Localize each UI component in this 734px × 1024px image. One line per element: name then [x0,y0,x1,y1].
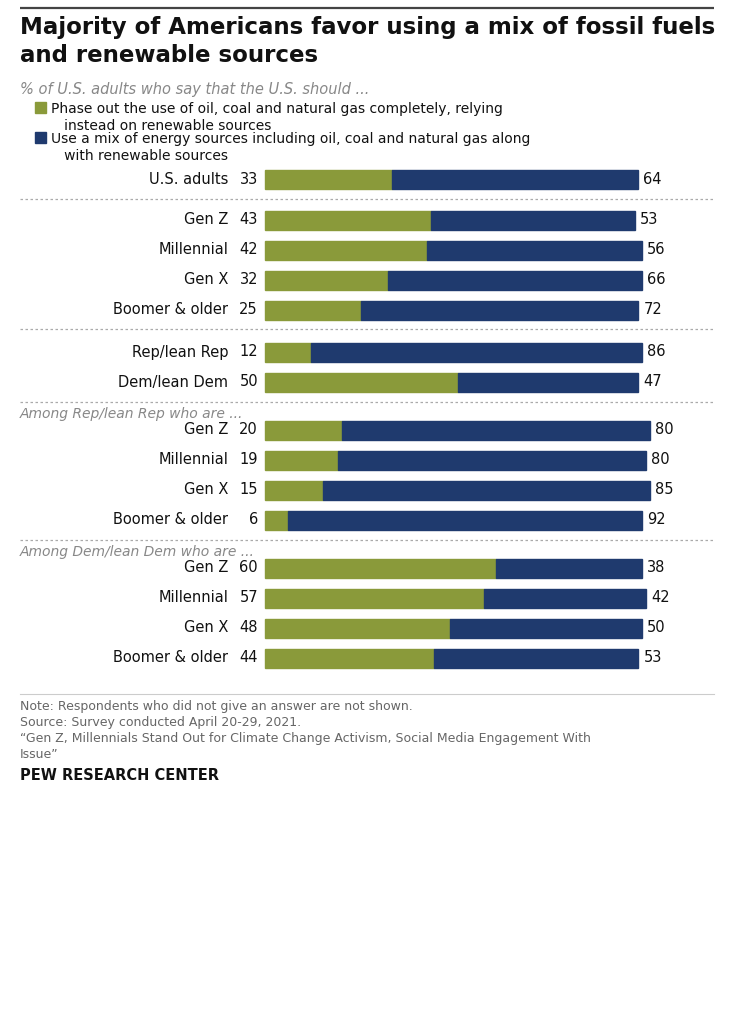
Text: Gen Z: Gen Z [184,423,228,437]
Text: 6: 6 [249,512,258,527]
Text: Phase out the use of oil, coal and natural gas completely, relying
   instead on: Phase out the use of oil, coal and natur… [51,102,503,133]
Text: 80: 80 [655,423,674,437]
Text: 53: 53 [644,650,662,666]
Text: Gen X: Gen X [184,272,228,288]
Text: 72: 72 [644,302,662,317]
Text: 43: 43 [239,213,258,227]
Bar [457,373,639,391]
Text: 25: 25 [239,302,258,317]
Text: PEW RESEARCH CENTER: PEW RESEARCH CENTER [20,768,219,783]
Bar [265,451,338,469]
Text: 85: 85 [655,482,674,498]
Text: % of U.S. adults who say that the U.S. should ...: % of U.S. adults who say that the U.S. s… [20,82,369,97]
Bar [496,558,642,578]
Bar [311,342,642,361]
Text: Boomer & older: Boomer & older [113,302,228,317]
Text: Gen X: Gen X [184,482,228,498]
Text: 47: 47 [644,375,662,389]
Text: 50: 50 [647,621,666,636]
Bar [450,618,642,638]
Bar [265,342,311,361]
Bar [265,211,431,229]
Bar [265,558,496,578]
Text: Gen X: Gen X [184,621,228,636]
Bar [265,511,288,529]
Text: 20: 20 [239,423,258,437]
Text: Majority of Americans favor using a mix of fossil fuels
and renewable sources: Majority of Americans favor using a mix … [20,16,715,67]
Bar [392,170,639,188]
Bar [388,270,642,290]
Text: Among Dem/lean Dem who are ...: Among Dem/lean Dem who are ... [20,545,255,559]
Bar [265,300,361,319]
Text: 50: 50 [239,375,258,389]
Bar [342,421,650,439]
Bar [288,511,642,529]
Bar [435,648,639,668]
Bar [265,270,388,290]
Text: 42: 42 [239,243,258,257]
Text: Millennial: Millennial [158,591,228,605]
Text: 80: 80 [651,453,669,468]
Text: Source: Survey conducted April 20-29, 2021.: Source: Survey conducted April 20-29, 20… [20,716,301,729]
Bar [35,132,46,143]
Bar [265,373,457,391]
Text: 33: 33 [240,171,258,186]
Text: Use a mix of energy sources including oil, coal and natural gas along
   with re: Use a mix of energy sources including oi… [51,132,531,163]
Text: 38: 38 [647,560,666,575]
Bar [265,241,426,259]
Text: Dem/lean Dem: Dem/lean Dem [118,375,228,389]
Text: 64: 64 [644,171,662,186]
Text: “Gen Z, Millennials Stand Out for Climate Change Activism, Social Media Engageme: “Gen Z, Millennials Stand Out for Climat… [20,732,591,762]
Bar [265,589,484,607]
Text: Millennial: Millennial [158,453,228,468]
Text: Millennial: Millennial [158,243,228,257]
Text: 57: 57 [239,591,258,605]
Text: 53: 53 [639,213,658,227]
Bar [338,451,646,469]
Text: Rep/lean Rep: Rep/lean Rep [131,344,228,359]
Bar [35,102,46,113]
Text: 12: 12 [239,344,258,359]
Text: Among Rep/lean Rep who are ...: Among Rep/lean Rep who are ... [20,407,244,421]
Text: 44: 44 [239,650,258,666]
Text: 19: 19 [239,453,258,468]
Bar [265,170,392,188]
Text: 15: 15 [239,482,258,498]
Text: 32: 32 [239,272,258,288]
Bar [426,241,642,259]
Text: 66: 66 [647,272,666,288]
Text: 86: 86 [647,344,666,359]
Bar [265,421,342,439]
Bar [265,648,435,668]
Bar [265,618,450,638]
Text: 42: 42 [651,591,669,605]
Text: Boomer & older: Boomer & older [113,650,228,666]
Text: Gen Z: Gen Z [184,560,228,575]
Bar [361,300,639,319]
Bar [265,480,323,500]
Text: 92: 92 [647,512,666,527]
Text: U.S. adults: U.S. adults [148,171,228,186]
Text: 48: 48 [239,621,258,636]
Text: Note: Respondents who did not give an answer are not shown.: Note: Respondents who did not give an an… [20,700,413,713]
Bar [431,211,635,229]
Text: 56: 56 [647,243,666,257]
Text: Gen Z: Gen Z [184,213,228,227]
Text: Boomer & older: Boomer & older [113,512,228,527]
Text: 60: 60 [239,560,258,575]
Bar [484,589,646,607]
Bar [323,480,650,500]
